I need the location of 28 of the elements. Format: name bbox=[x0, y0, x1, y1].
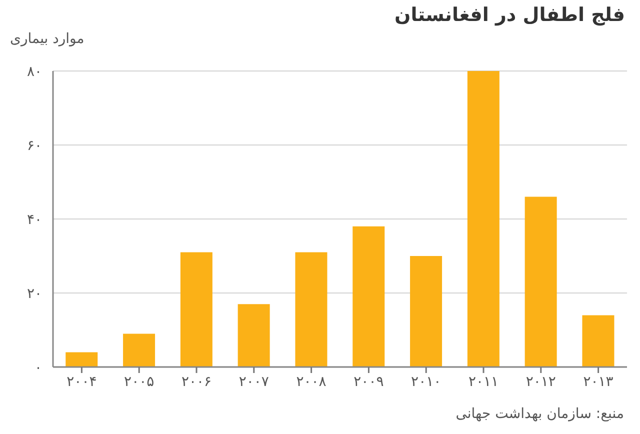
y-tick-label: ۴۰ bbox=[26, 212, 42, 228]
bar bbox=[524, 196, 557, 367]
y-tick-label: ۲۰ bbox=[26, 286, 42, 302]
x-tick-label: ۲۰۱۲ bbox=[526, 374, 556, 390]
text: منبع: سازمان بهداشت جهانی bbox=[456, 406, 624, 422]
x-tick-label: ۲۰۰۵ bbox=[124, 374, 154, 390]
x-tick-label: ۲۰۰۸ bbox=[296, 374, 327, 390]
bar bbox=[180, 252, 212, 367]
x-tick-label: ۲۰۰۶ bbox=[181, 374, 212, 390]
y-tick-label: ۰ bbox=[34, 360, 42, 376]
x-tick-label: ۲۰۱۱ bbox=[468, 374, 499, 390]
x-tick-label: ۲۰۰۴ bbox=[66, 374, 97, 390]
y-tick-label: ۸۰ bbox=[26, 64, 42, 80]
x-tick-label: ۲۰۰۷ bbox=[238, 374, 270, 390]
x-tick-label: ۲۰۱۰ bbox=[411, 374, 442, 390]
bar bbox=[238, 304, 270, 367]
bar bbox=[66, 352, 98, 367]
bar bbox=[123, 334, 156, 367]
x-tick-label: ۲۰۰۹ bbox=[354, 374, 384, 390]
chart-title: فلج اطفال در افغانستان bbox=[394, 4, 625, 26]
bar bbox=[410, 256, 442, 367]
bar bbox=[295, 252, 328, 367]
x-tick-label: ۲۰۱۳ bbox=[583, 374, 614, 390]
y-tick-label: ۶۰ bbox=[26, 138, 42, 154]
bar bbox=[352, 226, 385, 367]
y-axis-title: موارد بیماری bbox=[10, 31, 84, 47]
bar bbox=[582, 315, 614, 367]
bar bbox=[467, 71, 500, 367]
